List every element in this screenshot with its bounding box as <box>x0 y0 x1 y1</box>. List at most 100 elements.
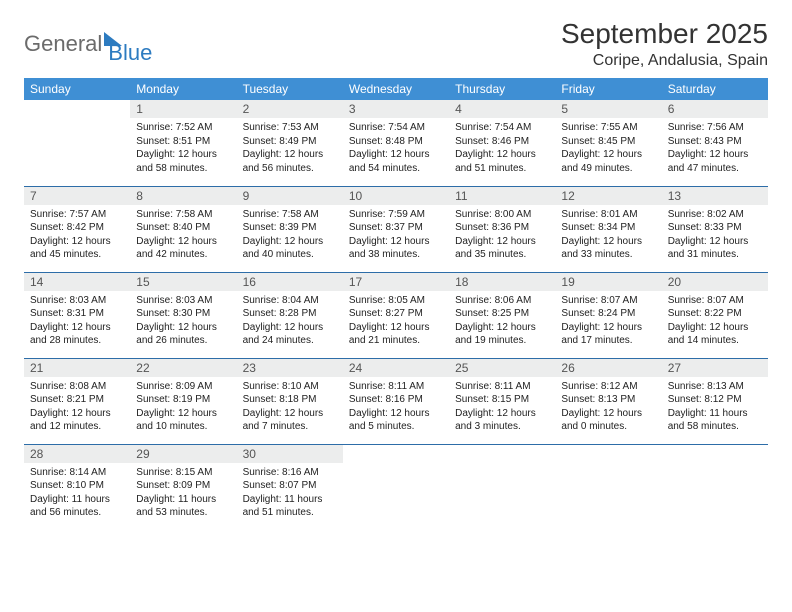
day-detail-line: Daylight: 12 hours <box>349 148 443 162</box>
calendar-cell: 23Sunrise: 8:10 AMSunset: 8:18 PMDayligh… <box>237 358 343 444</box>
day-detail-line: Sunrise: 8:08 AM <box>30 380 124 394</box>
day-number: 21 <box>24 359 130 377</box>
calendar-cell: 26Sunrise: 8:12 AMSunset: 8:13 PMDayligh… <box>555 358 661 444</box>
day-details: Sunrise: 8:10 AMSunset: 8:18 PMDaylight:… <box>237 377 343 438</box>
day-detail-line: Sunrise: 8:12 AM <box>561 380 655 394</box>
weekday-header-row: Sunday Monday Tuesday Wednesday Thursday… <box>24 78 768 100</box>
day-detail-line: and 10 minutes. <box>136 420 230 434</box>
day-detail-line: Sunrise: 8:05 AM <box>349 294 443 308</box>
logo: General Blue <box>24 22 152 66</box>
day-detail-line: Sunset: 8:07 PM <box>243 479 337 493</box>
day-details: Sunrise: 8:09 AMSunset: 8:19 PMDaylight:… <box>130 377 236 438</box>
day-number: 10 <box>343 187 449 205</box>
day-detail-line: Sunrise: 7:58 AM <box>136 208 230 222</box>
day-number: 23 <box>237 359 343 377</box>
day-detail-line: Sunset: 8:45 PM <box>561 135 655 149</box>
day-detail-line: Sunset: 8:10 PM <box>30 479 124 493</box>
day-number: 12 <box>555 187 661 205</box>
day-detail-line: Sunset: 8:18 PM <box>243 393 337 407</box>
day-number: 26 <box>555 359 661 377</box>
day-detail-line: Sunrise: 8:00 AM <box>455 208 549 222</box>
calendar-cell <box>555 444 661 530</box>
day-detail-line: Sunset: 8:46 PM <box>455 135 549 149</box>
day-detail-line: Sunset: 8:15 PM <box>455 393 549 407</box>
day-number: 15 <box>130 273 236 291</box>
day-details: Sunrise: 7:54 AMSunset: 8:48 PMDaylight:… <box>343 118 449 179</box>
day-detail-line: Sunset: 8:36 PM <box>455 221 549 235</box>
day-detail-line: Daylight: 12 hours <box>30 407 124 421</box>
logo-text-general: General <box>24 31 102 57</box>
weekday-header: Sunday <box>24 78 130 100</box>
day-details: Sunrise: 7:53 AMSunset: 8:49 PMDaylight:… <box>237 118 343 179</box>
day-detail-line: Sunset: 8:21 PM <box>30 393 124 407</box>
calendar-cell: 20Sunrise: 8:07 AMSunset: 8:22 PMDayligh… <box>662 272 768 358</box>
calendar-cell: 4Sunrise: 7:54 AMSunset: 8:46 PMDaylight… <box>449 100 555 186</box>
calendar-cell: 30Sunrise: 8:16 AMSunset: 8:07 PMDayligh… <box>237 444 343 530</box>
title-block: September 2025 Coripe, Andalusia, Spain <box>561 18 768 70</box>
calendar-row: 21Sunrise: 8:08 AMSunset: 8:21 PMDayligh… <box>24 358 768 444</box>
day-detail-line: Daylight: 12 hours <box>243 148 337 162</box>
day-details: Sunrise: 8:04 AMSunset: 8:28 PMDaylight:… <box>237 291 343 352</box>
day-detail-line: and 24 minutes. <box>243 334 337 348</box>
calendar-cell: 21Sunrise: 8:08 AMSunset: 8:21 PMDayligh… <box>24 358 130 444</box>
day-detail-line: Daylight: 12 hours <box>136 321 230 335</box>
day-detail-line: Sunrise: 8:07 AM <box>668 294 762 308</box>
day-number: 16 <box>237 273 343 291</box>
day-detail-line: and 0 minutes. <box>561 420 655 434</box>
day-details: Sunrise: 7:59 AMSunset: 8:37 PMDaylight:… <box>343 205 449 266</box>
day-number: 17 <box>343 273 449 291</box>
day-detail-line: and 58 minutes. <box>136 162 230 176</box>
day-detail-line: and 5 minutes. <box>349 420 443 434</box>
calendar-cell: 12Sunrise: 8:01 AMSunset: 8:34 PMDayligh… <box>555 186 661 272</box>
day-details: Sunrise: 8:12 AMSunset: 8:13 PMDaylight:… <box>555 377 661 438</box>
day-detail-line: Daylight: 12 hours <box>561 321 655 335</box>
day-detail-line: Sunset: 8:42 PM <box>30 221 124 235</box>
day-detail-line: and 35 minutes. <box>455 248 549 262</box>
day-detail-line: Daylight: 12 hours <box>30 321 124 335</box>
day-details: Sunrise: 8:08 AMSunset: 8:21 PMDaylight:… <box>24 377 130 438</box>
day-details: Sunrise: 7:58 AMSunset: 8:39 PMDaylight:… <box>237 205 343 266</box>
day-details: Sunrise: 8:15 AMSunset: 8:09 PMDaylight:… <box>130 463 236 524</box>
calendar-row: 14Sunrise: 8:03 AMSunset: 8:31 PMDayligh… <box>24 272 768 358</box>
day-detail-line: Daylight: 12 hours <box>136 148 230 162</box>
calendar-cell: 17Sunrise: 8:05 AMSunset: 8:27 PMDayligh… <box>343 272 449 358</box>
day-details: Sunrise: 8:05 AMSunset: 8:27 PMDaylight:… <box>343 291 449 352</box>
calendar-cell: 22Sunrise: 8:09 AMSunset: 8:19 PMDayligh… <box>130 358 236 444</box>
day-details: Sunrise: 8:11 AMSunset: 8:16 PMDaylight:… <box>343 377 449 438</box>
day-detail-line: Sunrise: 7:52 AM <box>136 121 230 135</box>
calendar-cell: 15Sunrise: 8:03 AMSunset: 8:30 PMDayligh… <box>130 272 236 358</box>
day-details: Sunrise: 7:55 AMSunset: 8:45 PMDaylight:… <box>555 118 661 179</box>
day-number: 6 <box>662 100 768 118</box>
day-detail-line: Daylight: 12 hours <box>561 148 655 162</box>
day-detail-line: Sunset: 8:24 PM <box>561 307 655 321</box>
calendar-cell: 3Sunrise: 7:54 AMSunset: 8:48 PMDaylight… <box>343 100 449 186</box>
day-detail-line: Sunset: 8:49 PM <box>243 135 337 149</box>
weekday-header: Tuesday <box>237 78 343 100</box>
day-number: 30 <box>237 445 343 463</box>
day-detail-line: Sunset: 8:43 PM <box>668 135 762 149</box>
calendar-cell: 10Sunrise: 7:59 AMSunset: 8:37 PMDayligh… <box>343 186 449 272</box>
day-detail-line: Sunrise: 7:54 AM <box>349 121 443 135</box>
day-details: Sunrise: 8:16 AMSunset: 8:07 PMDaylight:… <box>237 463 343 524</box>
calendar-cell: 29Sunrise: 8:15 AMSunset: 8:09 PMDayligh… <box>130 444 236 530</box>
calendar-cell: 16Sunrise: 8:04 AMSunset: 8:28 PMDayligh… <box>237 272 343 358</box>
day-detail-line: Sunrise: 8:04 AM <box>243 294 337 308</box>
day-detail-line: and 42 minutes. <box>136 248 230 262</box>
day-number: 2 <box>237 100 343 118</box>
day-detail-line: Sunrise: 8:10 AM <box>243 380 337 394</box>
day-detail-line: Daylight: 12 hours <box>561 407 655 421</box>
day-detail-line: and 14 minutes. <box>668 334 762 348</box>
day-detail-line: Sunset: 8:34 PM <box>561 221 655 235</box>
day-number: 29 <box>130 445 236 463</box>
day-number: 11 <box>449 187 555 205</box>
day-detail-line: Daylight: 12 hours <box>136 407 230 421</box>
calendar-cell: 2Sunrise: 7:53 AMSunset: 8:49 PMDaylight… <box>237 100 343 186</box>
day-details: Sunrise: 8:13 AMSunset: 8:12 PMDaylight:… <box>662 377 768 438</box>
day-number: 28 <box>24 445 130 463</box>
day-detail-line: and 54 minutes. <box>349 162 443 176</box>
day-detail-line: Sunset: 8:28 PM <box>243 307 337 321</box>
calendar-cell <box>24 100 130 186</box>
logo-text-blue: Blue <box>108 40 152 66</box>
day-detail-line: Sunrise: 8:01 AM <box>561 208 655 222</box>
day-detail-line: Sunset: 8:13 PM <box>561 393 655 407</box>
